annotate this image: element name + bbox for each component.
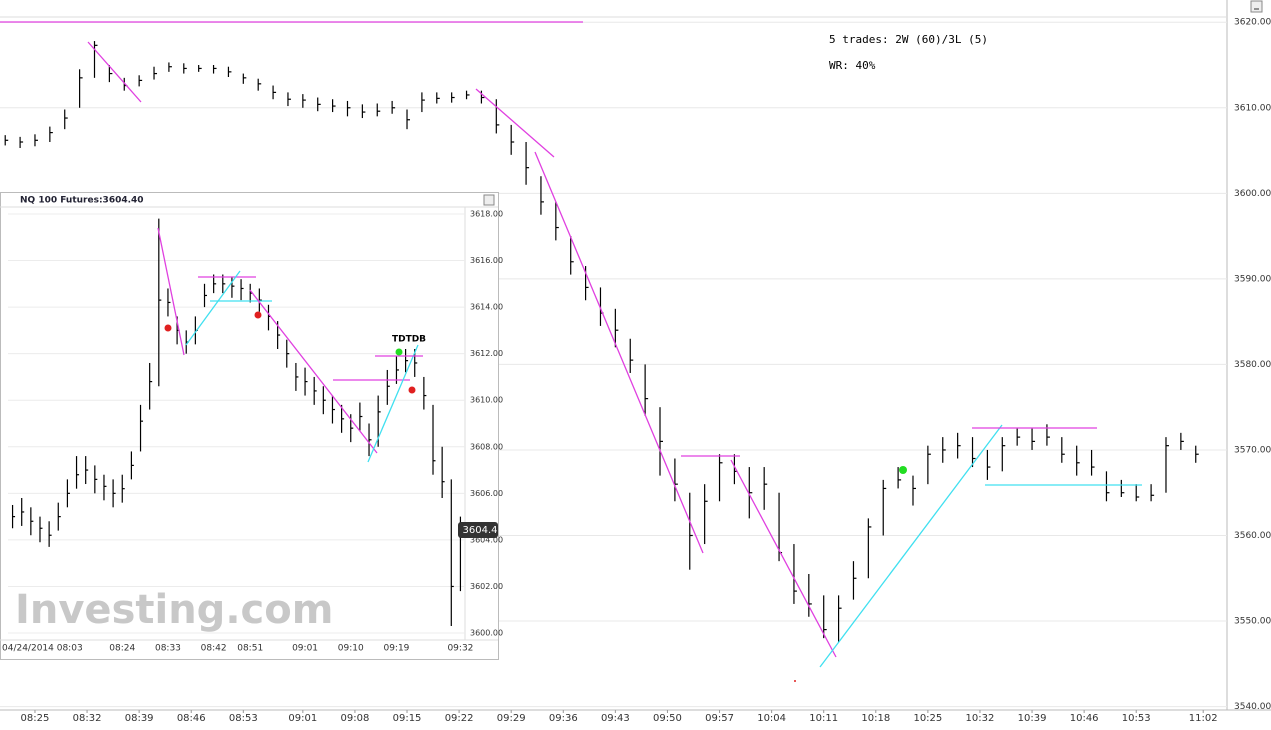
y-tick-label: 3600.00	[470, 629, 503, 638]
inset-frame	[0, 192, 499, 660]
main-bars	[4, 41, 1199, 643]
trend-line	[475, 88, 555, 158]
y-tick-label: 3618.00	[470, 209, 503, 218]
minimize-button[interactable]	[1250, 0, 1263, 13]
x-tick-label: 08:51	[237, 644, 263, 654]
x-tick-label: 09:57	[705, 713, 734, 724]
signal-dot	[164, 324, 172, 332]
trend-line	[157, 227, 185, 356]
x-tick-label: 09:10	[338, 644, 364, 654]
x-tick-label: 08:25	[21, 713, 50, 724]
x-tick-label: 08:33	[155, 644, 181, 654]
x-tick-label: 09:19	[383, 644, 409, 654]
x-tick-label: 09:29	[497, 713, 526, 724]
y-tick-label: 3560.00	[1234, 531, 1271, 541]
signal-dot	[899, 466, 907, 474]
x-tick-label: 09:50	[653, 713, 682, 724]
y-tick-label: 3614.00	[470, 303, 503, 312]
y-tick-label: 3540.00	[1234, 702, 1271, 712]
x-tick-label: 08:32	[73, 713, 102, 724]
inset-title: NQ 100 Futures:3604.40	[20, 196, 144, 206]
trend-line	[819, 424, 1003, 668]
x-tick-label: 10:53	[1122, 713, 1151, 724]
x-tick-label: 08:24	[109, 644, 135, 654]
inset-bars	[11, 218, 463, 627]
last-price-label: 3604.4	[463, 525, 498, 536]
x-tick-label: 11:02	[1189, 713, 1218, 724]
x-tick-label: 09:08	[341, 713, 370, 724]
x-tick-label: 10:46	[1070, 713, 1099, 724]
y-tick-label: 3606.00	[470, 489, 503, 498]
x-tick-label: 09:01	[288, 713, 317, 724]
y-tick-label: 3620.00	[1234, 18, 1271, 28]
y-tick-label: 3550.00	[1234, 617, 1271, 627]
win-rate-note: WR: 40%	[829, 59, 876, 72]
x-tick-label: 08:53	[229, 713, 258, 724]
trend-line	[249, 289, 378, 454]
x-tick-label: 10:18	[861, 713, 890, 724]
x-tick-label: 08:46	[177, 713, 206, 724]
x-tick-label: 09:43	[601, 713, 630, 724]
trades-note: 5 trades: 2W (60)/3L (5)	[829, 33, 988, 46]
signal-dot	[254, 311, 262, 319]
signal-label: TDTDB	[392, 335, 426, 345]
trend-line	[367, 344, 419, 463]
x-tick-label: 09:22	[445, 713, 474, 724]
x-tick-label: 08:42	[201, 644, 227, 654]
main-drawings: 5 trades: 2W (60)/3L (5) WR: 40%	[0, 21, 1142, 682]
watermark: Investing.com	[15, 587, 333, 633]
signal-dot	[408, 386, 416, 394]
y-tick-label: 3616.00	[470, 256, 503, 265]
x-tick-label: 10:32	[966, 713, 995, 724]
inset-chart: NQ 100 Futures:3604.40 Investing.com	[0, 192, 499, 660]
x-tick-label: 10:39	[1018, 713, 1047, 724]
minimize-button[interactable]	[483, 194, 495, 206]
x-tick-label: 04/24/2014 08:03	[2, 644, 83, 654]
y-tick-label: 3610.00	[1234, 103, 1271, 113]
trend-line	[534, 151, 704, 554]
x-tick-label: 10:11	[809, 713, 838, 724]
x-tick-label: 09:36	[549, 713, 578, 724]
inset-grid: 3600.00 3602.00 3604.00 3606.00 3608.00 3610.…	[2, 209, 503, 653]
signal-dot	[794, 680, 796, 682]
y-tick-label: 3590.00	[1234, 274, 1271, 284]
y-tick-label: 3602.00	[470, 582, 503, 591]
x-tick-label: 10:04	[757, 713, 786, 724]
trend-line	[87, 41, 142, 103]
trend-line	[185, 270, 241, 346]
signal-dot	[395, 348, 403, 356]
y-tick-label: 3580.00	[1234, 360, 1271, 370]
y-tick-label: 3610.00	[470, 396, 503, 405]
y-tick-label: 3612.00	[470, 349, 503, 358]
x-tick-label: 09:01	[292, 644, 318, 654]
inset-drawings: TDTDB 3604.4	[157, 227, 498, 538]
y-tick-label: 3570.00	[1234, 445, 1271, 455]
y-tick-label: 3608.00	[470, 442, 503, 451]
x-tick-label: 09:15	[393, 713, 422, 724]
last-price-tag	[458, 522, 498, 538]
x-tick-label: 08:39	[125, 713, 154, 724]
x-tick-label: 09:32	[447, 644, 473, 654]
y-tick-label: 3600.00	[1234, 189, 1271, 199]
trend-line	[730, 459, 837, 658]
x-tick-label: 10:25	[913, 713, 942, 724]
y-tick-label: 3604.00	[470, 535, 503, 544]
